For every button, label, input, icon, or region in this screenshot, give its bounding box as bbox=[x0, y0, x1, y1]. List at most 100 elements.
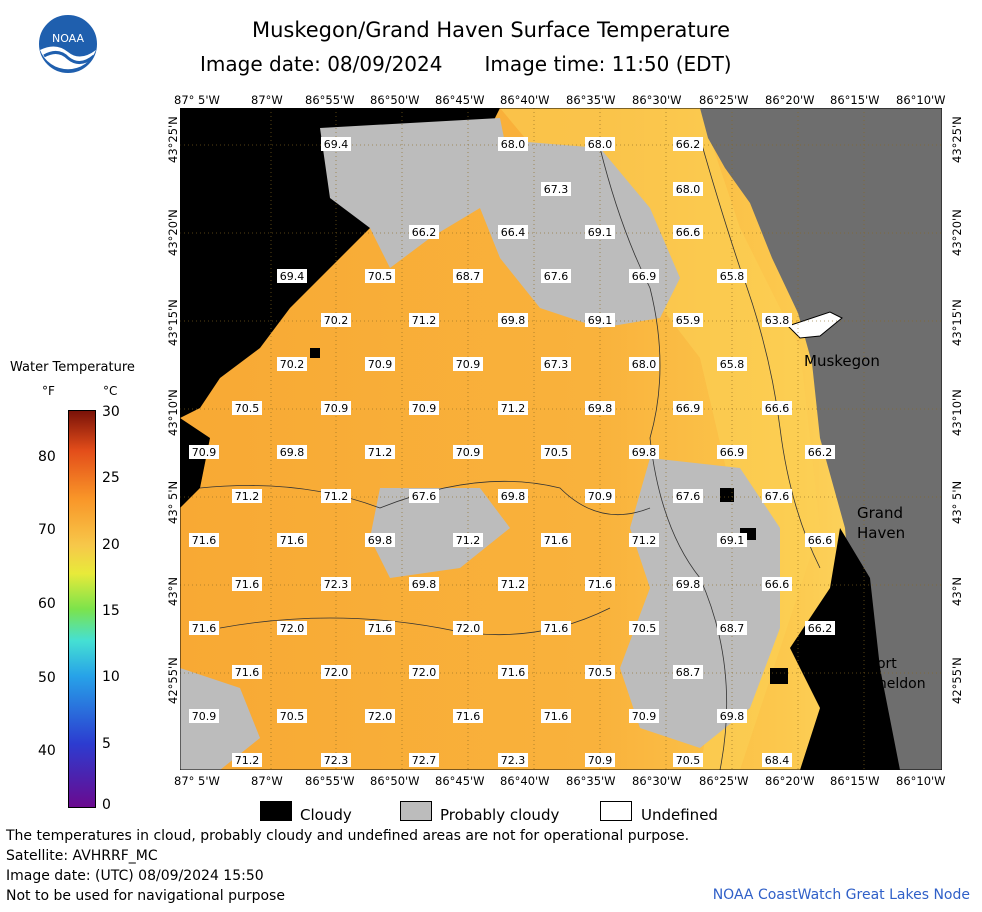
temperature-value: 69.8 bbox=[412, 578, 437, 591]
temperature-value: 70.2 bbox=[324, 314, 349, 327]
lon-label: 87° 5'W bbox=[174, 93, 220, 107]
temperature-value: 71.2 bbox=[632, 534, 657, 547]
temperature-label: 68.4 bbox=[762, 753, 792, 767]
temperature-label: 70.5 bbox=[585, 665, 615, 679]
celsius-unit: °C bbox=[103, 384, 118, 398]
temperature-label: 69.1 bbox=[717, 533, 747, 547]
temperature-label-bg bbox=[409, 313, 439, 327]
temperature-label-bg bbox=[232, 577, 262, 591]
temperature-label: 69.4 bbox=[321, 137, 351, 151]
lon-label: 86°45'W bbox=[435, 93, 485, 107]
temperature-label: 66.2 bbox=[409, 225, 439, 239]
temperature-label: 70.9 bbox=[189, 445, 219, 459]
temperature-value: 67.6 bbox=[676, 490, 701, 503]
temperature-value: 65.8 bbox=[720, 270, 745, 283]
temperature-value: 71.6 bbox=[544, 710, 569, 723]
temperature-label-bg bbox=[321, 313, 351, 327]
temperature-label: 71.2 bbox=[498, 401, 528, 415]
lon-label: 86°30'W bbox=[632, 774, 682, 788]
temperature-value: 71.2 bbox=[501, 578, 526, 591]
temperature-label-bg bbox=[453, 533, 483, 547]
temperature-label: 70.9 bbox=[321, 401, 351, 415]
temperature-label: 66.9 bbox=[629, 269, 659, 283]
colorbar-title: Water Temperature bbox=[10, 360, 135, 375]
credit-line: NOAA CoastWatch Great Lakes Node bbox=[712, 887, 970, 903]
lat-label: 43° 5'N bbox=[950, 480, 964, 524]
temperature-value: 70.5 bbox=[280, 710, 305, 723]
lon-label: 86°15'W bbox=[830, 93, 880, 107]
temperature-label: 71.6 bbox=[277, 533, 307, 547]
temperature-label-bg bbox=[717, 269, 747, 283]
temperature-value: 71.6 bbox=[235, 666, 260, 679]
temperature-label: 71.2 bbox=[453, 533, 483, 547]
temperature-label: 70.2 bbox=[321, 313, 351, 327]
temperature-value: 71.2 bbox=[501, 402, 526, 415]
note-line-3: Image date: (UTC) 08/09/2024 15:50 bbox=[6, 868, 264, 884]
temperature-value: 71.6 bbox=[368, 622, 393, 635]
temperature-label: 65.8 bbox=[717, 357, 747, 371]
temperature-label: 71.6 bbox=[541, 533, 571, 547]
temperature-value: 66.9 bbox=[676, 402, 701, 415]
temperature-label-bg bbox=[498, 577, 528, 591]
note-line-2: Satellite: AVHRRF_MC bbox=[6, 848, 158, 864]
temperature-label-bg bbox=[762, 313, 792, 327]
temperature-label-bg bbox=[717, 357, 747, 371]
lat-label: 43°25'N bbox=[166, 116, 180, 163]
temperature-label: 66.6 bbox=[673, 225, 703, 239]
f-tick: 80 bbox=[38, 449, 56, 465]
temperature-value: 66.2 bbox=[808, 446, 833, 459]
temperature-label-bg bbox=[409, 489, 439, 503]
lon-label: 86°45'W bbox=[435, 774, 485, 788]
temperature-label: 66.2 bbox=[805, 445, 835, 459]
temperature-label-bg bbox=[365, 709, 395, 723]
temperature-value: 67.3 bbox=[544, 183, 569, 196]
place-grand: Grand bbox=[857, 504, 903, 522]
place-sheldon: Sheldon bbox=[869, 676, 926, 692]
temperature-label: 71.2 bbox=[365, 445, 395, 459]
temperature-label-bg bbox=[673, 401, 703, 415]
temperature-label: 71.6 bbox=[541, 621, 571, 635]
temperature-value: 63.8 bbox=[765, 314, 790, 327]
temperature-label: 63.8 bbox=[762, 313, 792, 327]
lon-label: 86°25'W bbox=[699, 774, 749, 788]
lon-label: 86°50'W bbox=[370, 93, 420, 107]
f-tick: 50 bbox=[38, 670, 56, 686]
temperature-value: 71.6 bbox=[192, 534, 217, 547]
temperature-label-bg bbox=[277, 357, 307, 371]
temperature-label: 67.6 bbox=[409, 489, 439, 503]
temperature-label-bg bbox=[277, 269, 307, 283]
temperature-value: 70.2 bbox=[280, 358, 305, 371]
c-tick: 0 bbox=[102, 797, 111, 813]
temperature-label: 69.8 bbox=[498, 489, 528, 503]
temperature-label: 70.9 bbox=[629, 709, 659, 723]
temperature-label: 68.7 bbox=[673, 665, 703, 679]
temperature-value: 66.6 bbox=[808, 534, 833, 547]
temperature-value: 66.9 bbox=[632, 270, 657, 283]
shore-cloud bbox=[790, 528, 900, 770]
temperature-label-bg bbox=[673, 137, 703, 151]
temperature-label-bg bbox=[409, 225, 439, 239]
temperature-value: 69.1 bbox=[720, 534, 745, 547]
temperature-label: 65.8 bbox=[717, 269, 747, 283]
noaa-logo: NOAA bbox=[36, 12, 100, 76]
temperature-label-bg bbox=[498, 225, 528, 239]
temperature-value: 66.2 bbox=[412, 226, 437, 239]
temperature-value: 70.5 bbox=[632, 622, 657, 635]
temperature-label: 72.0 bbox=[453, 621, 483, 635]
temperature-label-bg bbox=[453, 269, 483, 283]
temperature-label: 72.3 bbox=[321, 753, 351, 767]
temperature-label-bg bbox=[629, 269, 659, 283]
cloud-speck bbox=[720, 488, 734, 502]
temperature-label-bg bbox=[453, 709, 483, 723]
temperature-label: 71.6 bbox=[453, 709, 483, 723]
temperature-label: 71.6 bbox=[365, 621, 395, 635]
lat-label: 43°10'N bbox=[166, 389, 180, 436]
lon-label: 86°55'W bbox=[305, 774, 355, 788]
temperature-label-bg bbox=[673, 225, 703, 239]
temperature-value: 68.7 bbox=[456, 270, 481, 283]
lat-label: 42°55'N bbox=[166, 657, 180, 704]
temperature-value: 66.6 bbox=[765, 402, 790, 415]
temperature-label-bg bbox=[673, 182, 703, 196]
lon-label: 86°20'W bbox=[765, 93, 815, 107]
temperature-label: 69.8 bbox=[717, 709, 747, 723]
